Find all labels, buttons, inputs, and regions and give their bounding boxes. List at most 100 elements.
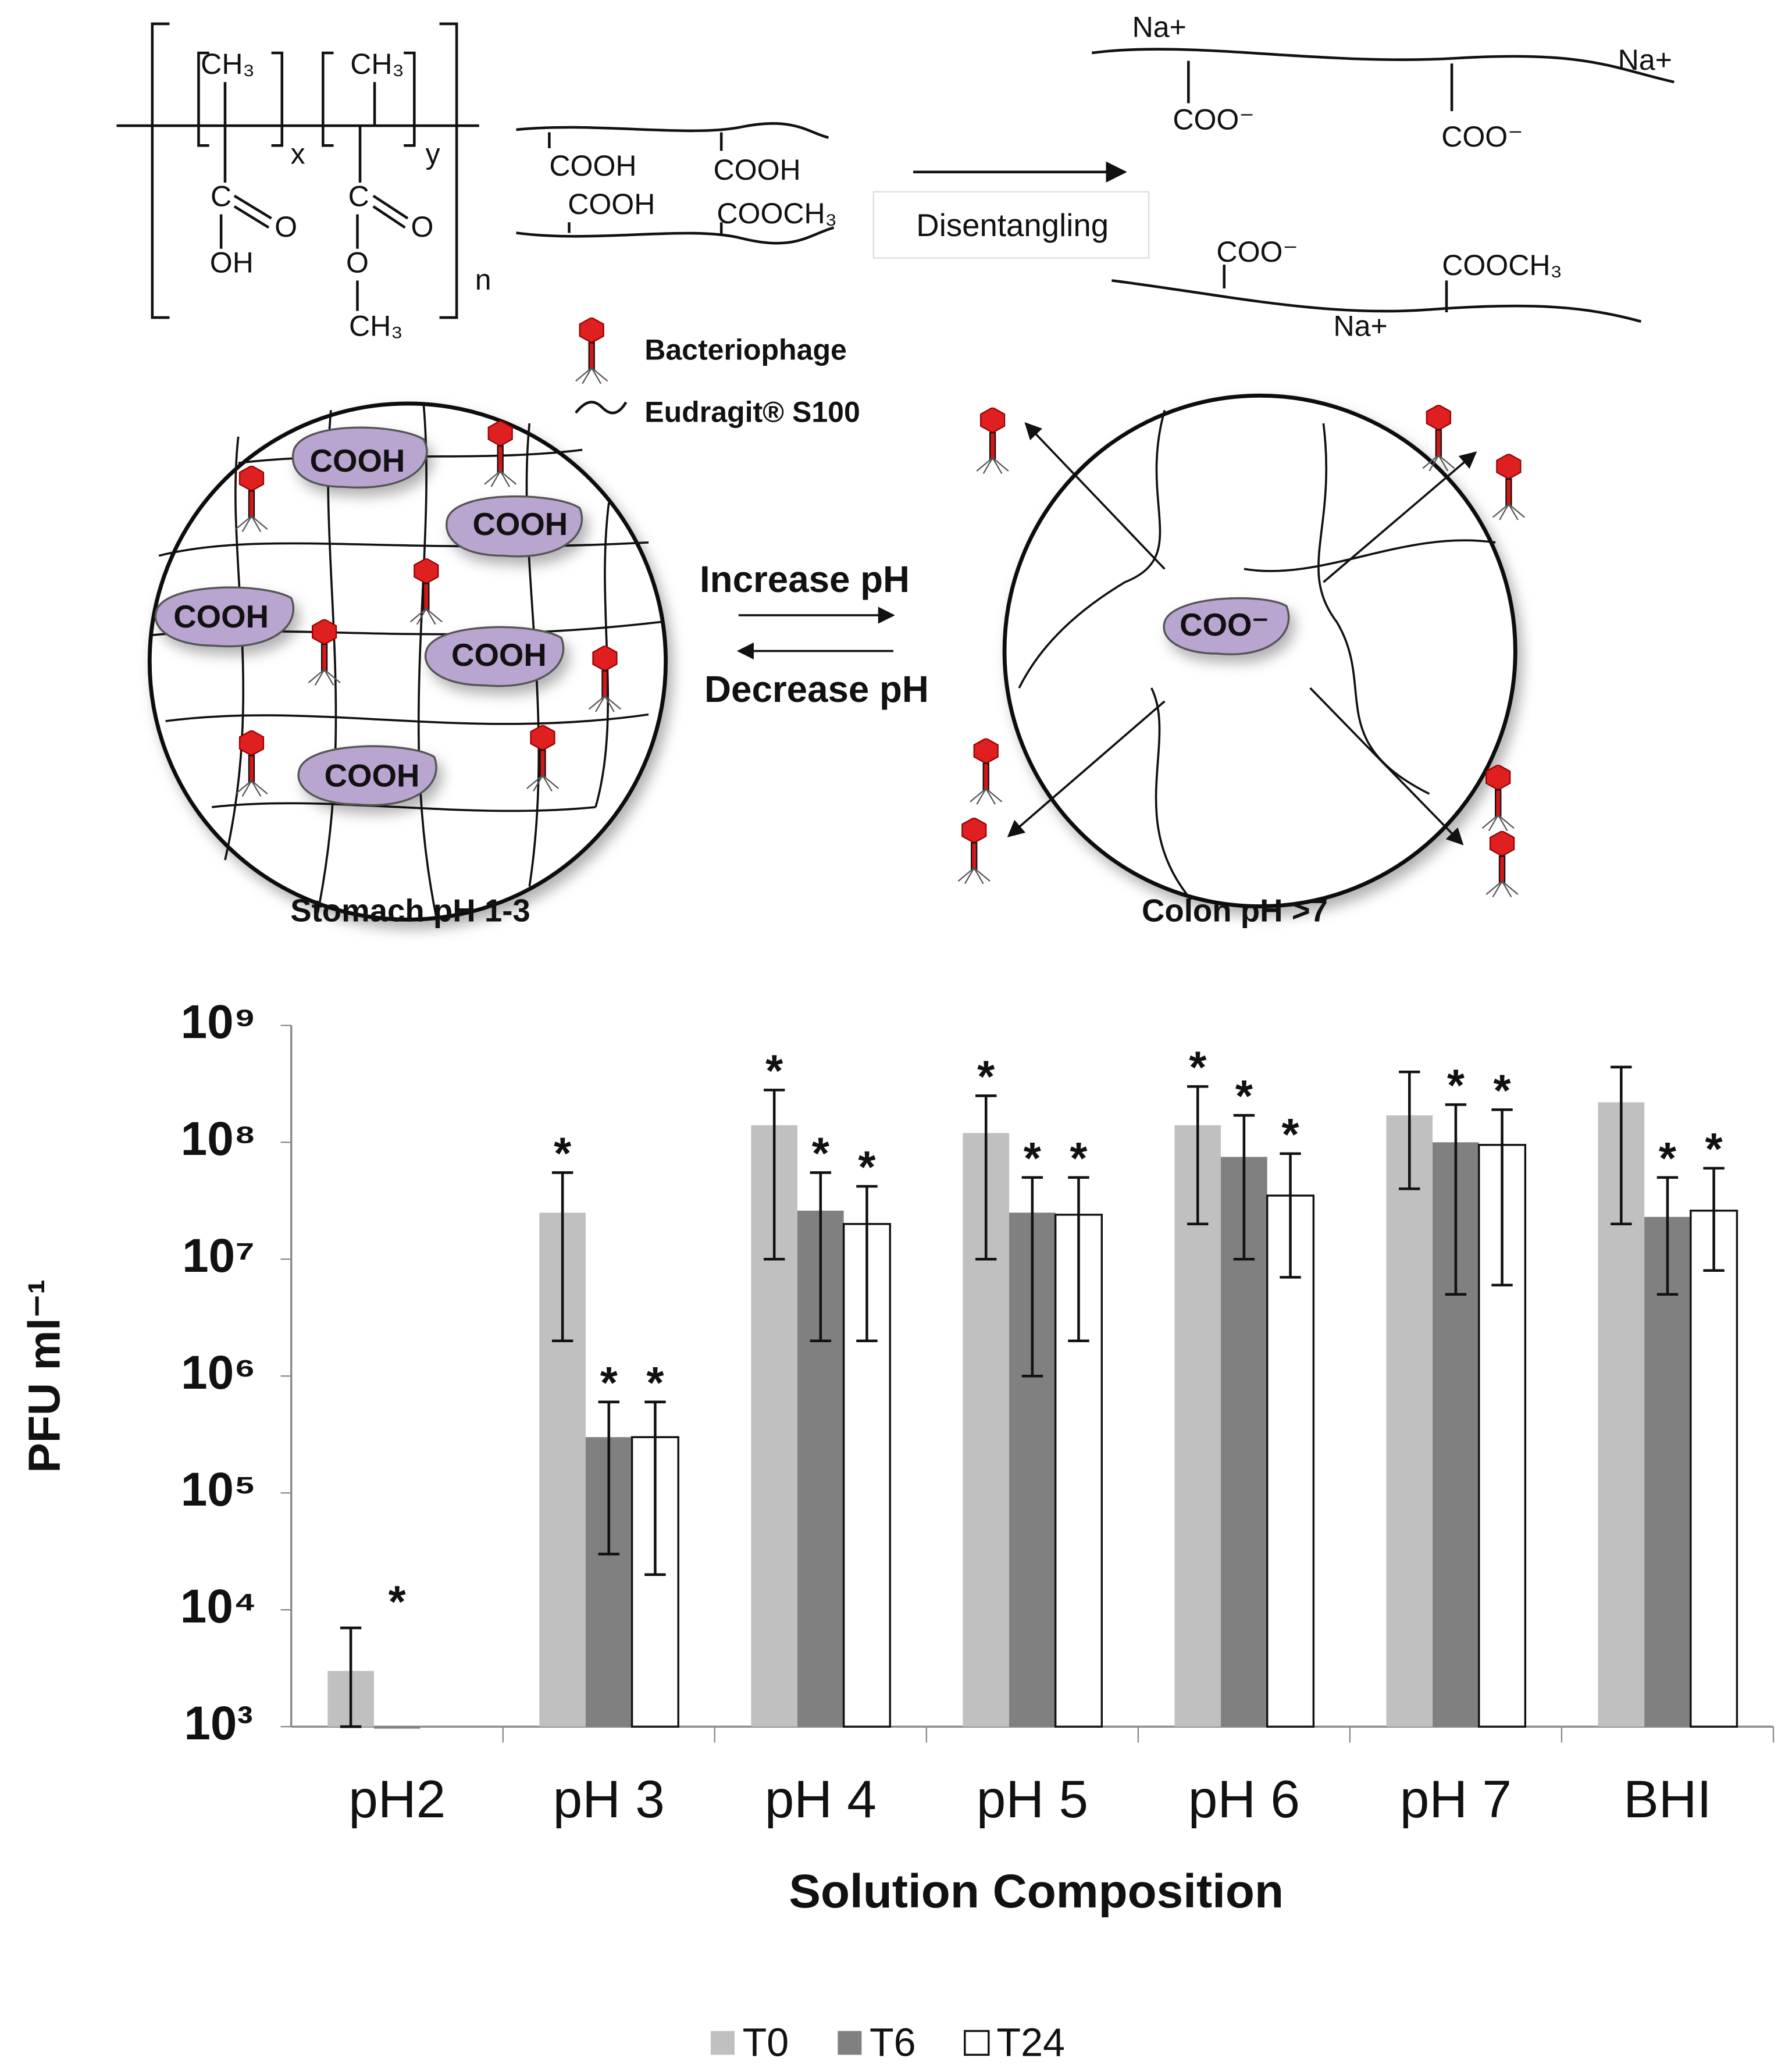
phage-icons xyxy=(1492,454,1526,520)
polymer-chains xyxy=(516,122,829,139)
error-bar xyxy=(1399,1070,1420,1190)
formula-drawing xyxy=(223,82,376,183)
bar xyxy=(1174,1125,1221,1727)
chain-group: COOH xyxy=(549,149,636,182)
legend-text: Bacteriophage xyxy=(644,333,847,366)
group-label: COOH xyxy=(472,507,568,542)
bar xyxy=(1266,1194,1315,1728)
formula-text: CH₃ xyxy=(350,48,404,80)
legend-label: T6 xyxy=(870,2021,916,2065)
polymer-chains xyxy=(1091,48,1675,84)
polymer-chains xyxy=(1187,60,1453,112)
significance-mark: * xyxy=(1235,1071,1253,1121)
caption: Stomach pH 1-3 xyxy=(290,893,530,928)
formula-drawing xyxy=(439,22,458,319)
phage-icons xyxy=(1485,830,1519,897)
group-label: COO⁻ xyxy=(1180,607,1269,643)
formula-text: O xyxy=(275,211,297,243)
particles xyxy=(297,745,437,807)
error-bar xyxy=(1280,1152,1301,1279)
error-bar xyxy=(1233,1114,1255,1261)
y-tick-label: 10⁵ xyxy=(181,1463,256,1516)
label-box xyxy=(872,191,1150,259)
error-bar xyxy=(1491,1108,1513,1287)
formula-drawing xyxy=(197,51,209,147)
particles xyxy=(1018,409,1496,901)
error-bar xyxy=(598,1400,619,1556)
particles xyxy=(1163,597,1290,655)
polymer-chains xyxy=(575,401,628,415)
particles xyxy=(1323,451,1477,583)
error-bar xyxy=(1068,1176,1089,1343)
group-label: COOH xyxy=(173,599,269,634)
error-bar xyxy=(340,1627,362,1728)
formula-text: OH xyxy=(210,246,254,279)
ion-label: COO⁻ xyxy=(1441,120,1523,153)
polymer-chains xyxy=(1223,265,1448,312)
group-label: COOH xyxy=(325,758,420,793)
legend-label: T24 xyxy=(996,2021,1065,2065)
phage-icons xyxy=(1481,765,1515,831)
bar xyxy=(630,1436,679,1728)
formula-drawing xyxy=(116,22,479,319)
formula-text: CH₃ xyxy=(201,48,255,80)
significance-mark: * xyxy=(812,1129,830,1179)
ion-label: Na+ xyxy=(1334,309,1388,342)
formula-text: O xyxy=(346,246,369,279)
caption: Colon pH >7 xyxy=(1142,893,1328,928)
error-bar xyxy=(1703,1167,1725,1272)
significance-mark: * xyxy=(1281,1110,1299,1160)
formula-drawing xyxy=(271,51,284,147)
legend-swatch xyxy=(964,2030,990,2056)
error-bar xyxy=(1611,1065,1632,1226)
particles xyxy=(147,318,1526,922)
group-label: COOH xyxy=(310,443,405,479)
significance-mark: * xyxy=(1493,1065,1511,1115)
error-bar xyxy=(763,1089,785,1261)
particles xyxy=(424,626,565,687)
arrow-label: Increase pH xyxy=(700,559,910,600)
y-tick-label: 10⁹ xyxy=(181,996,256,1049)
polymer-chains xyxy=(548,132,723,236)
x-tick-label: pH 3 xyxy=(553,1770,665,1829)
x-tick-label: pH 6 xyxy=(1188,1770,1300,1829)
chain-group: COOCH₃ xyxy=(717,197,837,230)
particles xyxy=(154,586,295,648)
particles xyxy=(291,426,428,489)
y-tick-label: 10⁷ xyxy=(182,1229,255,1282)
phage-icons xyxy=(976,407,1010,474)
significance-mark: * xyxy=(1189,1043,1207,1093)
significance-mark: * xyxy=(389,1577,407,1627)
legend-label: T0 xyxy=(743,2021,789,2065)
particles xyxy=(147,401,668,922)
y-tick-label: 10⁸ xyxy=(181,1112,256,1165)
ion-label: Na+ xyxy=(1618,44,1672,76)
error-bar xyxy=(975,1094,997,1261)
y-tick-label: 10⁴ xyxy=(180,1580,257,1633)
error-bar xyxy=(644,1400,666,1576)
phage-icons xyxy=(957,818,991,884)
particles xyxy=(152,448,662,812)
formula-drawing xyxy=(322,51,334,147)
bar xyxy=(1386,1115,1433,1727)
x-tick-label: BHI xyxy=(1623,1770,1712,1829)
significance-mark: * xyxy=(554,1129,572,1179)
error-bar xyxy=(551,1171,573,1343)
significance-mark: * xyxy=(1659,1133,1677,1183)
bar xyxy=(1644,1217,1691,1727)
polymer-chains xyxy=(516,48,1675,415)
legend-text: Eudragit® S100 xyxy=(644,395,860,428)
bar xyxy=(1690,1210,1738,1728)
figure: CH₃ CH₃ x y n C O OH C O O CH₃ xyxy=(201,48,491,342)
ion-label: COO⁻ xyxy=(1173,104,1254,136)
significance-mark: * xyxy=(1070,1133,1088,1183)
formula-text: CH₃ xyxy=(349,309,403,342)
phage-icons xyxy=(575,318,608,384)
figure: COOH COOH COOH COOCH₃ Disentangling Na+ … xyxy=(549,10,1672,428)
error-bar xyxy=(810,1171,832,1343)
formula-drawing xyxy=(219,194,409,311)
significance-mark: * xyxy=(1024,1133,1042,1183)
particles xyxy=(1007,700,1166,837)
x-tick-label: pH2 xyxy=(348,1770,446,1829)
formula-drawing xyxy=(151,22,170,319)
